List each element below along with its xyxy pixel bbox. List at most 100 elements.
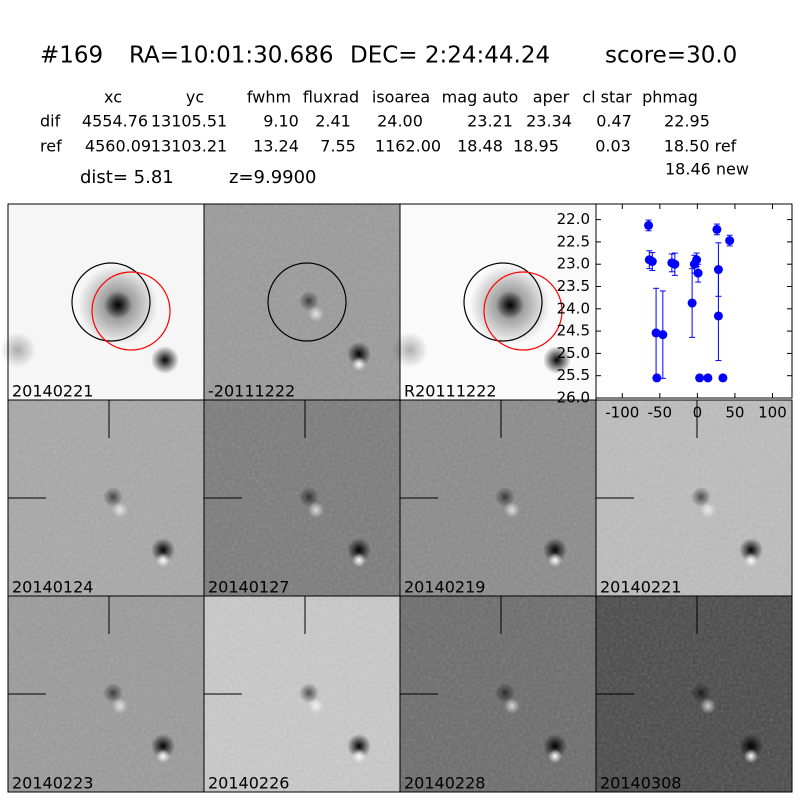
panel-label: 20140127 [208,578,289,597]
data-point [712,224,722,234]
column-header: isoarea [372,88,430,107]
star-blob [151,538,175,562]
cell: 0.03 [595,137,631,156]
residual-blob [691,683,711,703]
image-panel: 20140308 [595,595,793,793]
column-header: cl star [582,88,632,107]
panel-label: 20140124 [12,578,93,597]
image-panel: 20140124 [7,399,205,597]
panel-label: 20140221 [12,382,93,401]
residual-blob [308,502,324,518]
z: z=9.9900 [229,167,317,188]
row-label: ref [40,137,62,156]
star-blob [151,346,179,374]
star-blob [352,553,366,567]
cell: 2.41 [315,112,351,131]
score: score=30.0 [605,43,737,69]
star-blob [347,538,371,562]
residual-blob [495,487,515,507]
source-blob [104,291,132,319]
source-blob [496,291,524,319]
data-point [670,259,680,269]
data-point [703,373,713,383]
image-panel: 20140221 [0,203,205,401]
star-blob [156,553,170,567]
y-tick-label: 26.0 [557,389,590,407]
image-panel: 20140226 [203,595,401,793]
image-panel: -20111222 [203,203,401,401]
residual-blob [299,683,319,703]
x-tick-label: -50 [648,404,673,422]
x-tick-label: 0 [693,404,703,422]
residual-blob [112,502,128,518]
star-blob [548,749,562,763]
residual-blob [495,683,515,703]
panel-label: 20140226 [208,774,289,793]
data-point [725,236,735,246]
aperture [463,262,543,342]
data-point [692,255,702,265]
residual-blob [700,698,716,714]
star-blob [543,538,567,562]
residual-blob [504,502,520,518]
dist: dist= 5.81 [80,167,174,188]
x-tick-label: -100 [605,404,639,422]
cell: 18.95 [513,137,559,156]
y-tick-label: 25.5 [557,366,590,384]
residual-blob [103,683,123,703]
image-panel: 20140221 [595,399,793,597]
y-tick-label: 24.0 [557,299,590,317]
cell: 18.50 ref [664,137,737,156]
star-blob [392,332,428,368]
cell: 18.48 [457,137,503,156]
star-blob [352,357,366,371]
aperture [91,271,171,351]
panel-label: 20140219 [404,578,485,597]
x-tick-label: 100 [758,404,787,422]
column-header: yc [186,88,204,107]
data-point [652,373,662,383]
residual-blob [308,306,324,322]
star-blob [0,332,36,368]
star-blob [739,538,763,562]
y-tick-label: 24.5 [557,322,590,340]
star-blob [543,346,571,374]
y-tick-label: 23.0 [557,255,590,273]
column-header: aper [533,88,570,107]
panel-label: R20111222 [404,382,497,401]
cell: 18.46 new [665,160,749,179]
column-header: phmag [642,88,698,107]
star-blob [151,734,175,758]
image-panel: 20140127 [203,399,401,597]
data-point [651,328,661,338]
aperture [71,262,151,342]
star-blob [352,749,366,763]
panel-label: 20140223 [12,774,93,793]
cell: 13.24 [253,137,299,156]
image-panel: 20140228 [399,595,597,793]
dec: DEC= 2:24:44.24 [350,43,550,69]
data-point [693,268,703,278]
cell: 1162.00 [375,137,441,156]
cell: 23.21 [467,112,513,131]
light-curve: 22.0 22.5 23.0 23.5 24.0 24.5 25.0 25.5 26.0 -100… [557,203,793,422]
star-blob [548,553,562,567]
panel-label: -20111222 [208,382,295,401]
residual-blob [299,291,319,311]
ra: RA=10:01:30.686 [129,43,334,69]
data-point [658,330,668,340]
image-panel: R20111222 [392,203,597,401]
data-point [687,298,697,308]
star-blob [739,734,763,758]
y-tick-label: 22.5 [557,232,590,250]
header: #169 RA=10:01:30.686 DEC= 2:24:44.24 sco… [40,43,737,69]
star-blob [347,342,371,366]
column-header: mag auto [442,88,519,107]
aperture [483,271,563,351]
data-point [644,220,654,230]
residual-blob [308,698,324,714]
cell: 0.47 [596,112,632,131]
star-blob [543,734,567,758]
data-point [718,373,728,383]
panel-frame [595,595,793,793]
